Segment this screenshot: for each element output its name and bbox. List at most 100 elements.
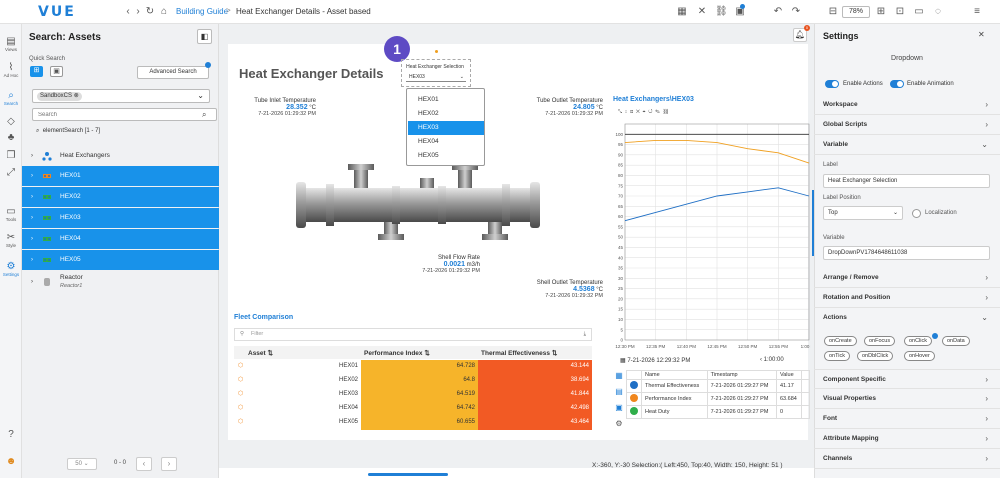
tree-item-hex01[interactable]: › HEX01 (22, 166, 219, 186)
table-row[interactable]: Heat Duty 7-21-2026 01:29:27 PM 0 (626, 405, 810, 419)
download-icon[interactable]: ⤓ (583, 331, 586, 337)
section-component-specific[interactable]: Component Specific › (814, 369, 1000, 389)
heat-exchanger-dropdown[interactable]: HEX03 ⌄ (406, 72, 466, 82)
link-icon[interactable]: ⛓ (715, 6, 728, 17)
table-row[interactable]: Performance Index 7-21-2026 01:29:27 PM … (626, 392, 810, 406)
tree-item-hex02[interactable]: › HEX02 (22, 187, 219, 207)
action-onclick[interactable]: onClick (904, 336, 933, 346)
enable-animation-toggle[interactable] (890, 80, 904, 88)
home-icon[interactable]: ⌂ (160, 6, 168, 17)
reset-icon[interactable]: ↺ (648, 109, 653, 115)
close-icon[interactable]: ✕ (978, 30, 985, 39)
user-avatar[interactable]: ☻ (0, 456, 22, 467)
selection-frame[interactable] (401, 59, 471, 87)
thermal-header[interactable]: Thermal Effectiveness ⇅ (481, 350, 558, 357)
rail-adhoc[interactable]: ⌇ Ad Hoc (0, 62, 22, 79)
label-position-select[interactable]: Top ⌄ (823, 206, 903, 220)
section-arrange-remove[interactable]: Arrange / Remove › (814, 268, 1000, 288)
forward-icon[interactable]: › (136, 6, 140, 17)
undo-icon[interactable]: ↶ (773, 6, 783, 17)
action-oncreate[interactable]: onCreate (824, 336, 857, 346)
chevron-right-icon[interactable]: › (31, 173, 33, 179)
crosshair-icon[interactable]: ⌖ (642, 109, 646, 115)
dropdown-option-hex03[interactable]: HEX03 (408, 121, 484, 135)
settings-icon[interactable]: ⚙ (615, 419, 623, 428)
table-row[interactable]: ⬡ HEX01 64.728 43.144 (234, 360, 592, 374)
rail-copy[interactable]: ❐ (0, 150, 22, 161)
rail-tools[interactable]: ▭ Tools (0, 206, 22, 223)
zoom-level[interactable]: 78% (842, 6, 870, 18)
zoom-out-icon[interactable]: ⊟ (828, 6, 838, 17)
dropdown-option-hex01[interactable]: HEX01 (418, 96, 439, 103)
display-icon[interactable]: ▭ (914, 6, 924, 17)
chevron-right-icon[interactable]: › (31, 279, 33, 285)
chevron-left-icon[interactable]: ‹ (760, 357, 762, 363)
rotate-handle[interactable] (435, 50, 438, 53)
action-ontick[interactable]: onTick (824, 351, 850, 361)
tree-item-heat-exchangers[interactable]: › Heat Exchangers (22, 146, 219, 166)
rail-settings[interactable]: ⚙ Settings (0, 261, 22, 278)
section-attribute-mapping[interactable]: Attribute Mapping › (814, 429, 1000, 449)
table-row[interactable]: Thermal Effectiveness 7-21-2026 01:29:27… (626, 379, 810, 393)
fleet-filter-input[interactable]: ⚲ Filter ⤓ (234, 328, 592, 341)
search-input[interactable] (32, 108, 217, 121)
refresh-icon[interactable]: ↻ (145, 6, 155, 17)
breadcrumb-home-link[interactable]: Building Guide (176, 7, 229, 16)
fit-screen-icon[interactable]: ⊡ (895, 6, 905, 17)
zoom-y-icon[interactable]: ↕ (624, 109, 628, 115)
trend-chart[interactable]: 0 5 10 15 20 25 30 35 40 45 50 55 60 65 70 75 80 85 90 95 10… (611, 118, 811, 354)
section-global-scripts[interactable]: Global Scripts › (814, 115, 1000, 135)
section-variable[interactable]: Variable ⌄ (814, 135, 1000, 155)
tree-item-hex03[interactable]: › HEX03 (22, 208, 219, 228)
section-rotation-position[interactable]: Rotation and Position › (814, 288, 1000, 308)
next-page-button[interactable]: › (161, 457, 177, 471)
chevron-down-icon[interactable]: ⌄ (197, 91, 204, 100)
table-row[interactable]: ⬡ HEX05 60.655 43.464 (234, 416, 592, 430)
tree-item-reactor[interactable]: › Reactor Reactor1 (22, 272, 219, 292)
action-onhover[interactable]: onHover (904, 351, 935, 361)
comment-icon[interactable]: ◌ (935, 6, 941, 17)
zoom-in-icon[interactable]: ⊞ (876, 6, 886, 17)
asset-header[interactable]: Asset ⇅ (248, 350, 273, 357)
rail-search[interactable]: ⌕ Search (0, 90, 22, 107)
search-icon[interactable]: ⌕ (202, 110, 207, 119)
dropdown-option-hex04[interactable]: HEX04 (418, 138, 439, 145)
zoom-box-icon[interactable]: ⊡ (630, 109, 634, 115)
label-input[interactable]: Heat Exchanger Selection (823, 174, 990, 188)
redo-icon[interactable]: ↷ (791, 6, 801, 17)
localization-checkbox[interactable] (912, 209, 921, 218)
rail-tag[interactable]: ◇ (0, 116, 22, 127)
section-workspace[interactable]: Workspace › (814, 95, 1000, 115)
enable-actions-toggle[interactable] (825, 80, 839, 88)
calendar-icon[interactable]: ▦ (620, 358, 626, 364)
section-channels[interactable]: Channels › (814, 449, 1000, 469)
tools-icon[interactable]: ✕ (697, 6, 707, 17)
rail-style[interactable]: ✂ Style (0, 232, 22, 249)
annotate-icon[interactable]: ✎ (655, 109, 660, 115)
chevron-right-icon[interactable]: › (31, 194, 33, 200)
action-onfocus[interactable]: onFocus (864, 336, 896, 346)
scope-chip[interactable]: SandboxCS ⊗ (37, 92, 82, 101)
tree-item-hex05[interactable]: › HEX05 (22, 250, 219, 270)
dropdown-option-hex05[interactable]: HEX05 (418, 152, 439, 159)
back-icon[interactable]: ‹ (126, 6, 130, 17)
dropdown-option-hex02[interactable]: HEX02 (418, 110, 439, 117)
scope-select[interactable]: SandboxCS ⊗ ⌄ (32, 89, 210, 103)
chevron-right-icon[interactable]: › (31, 236, 33, 242)
quick-search-image-button[interactable]: ▣ (50, 66, 63, 77)
advanced-search-button[interactable]: Advanced Search (137, 66, 209, 79)
help-button[interactable]: ? (0, 429, 22, 440)
calendar-icon[interactable]: ▦ (677, 6, 687, 17)
vertical-scrollbar[interactable] (812, 190, 815, 256)
pan-icon[interactable]: ✕ (636, 109, 640, 115)
detail-view-icon[interactable]: ▣ (615, 403, 623, 412)
action-ondata[interactable]: onData (942, 336, 970, 346)
table-view-icon[interactable]: ▦ (615, 371, 623, 380)
table-row[interactable]: ⬡ HEX03 64.519 41.844 (234, 388, 592, 402)
quick-search-tree-button[interactable]: ⊞ (30, 66, 43, 77)
section-visual-properties[interactable]: Visual Properties › (814, 389, 1000, 409)
chevron-down-icon[interactable]: ⌄ (459, 74, 464, 80)
perf-header[interactable]: Performance Index ⇅ (364, 350, 430, 357)
chevron-right-icon[interactable]: › (31, 153, 33, 159)
prev-page-button[interactable]: ‹ (136, 457, 152, 471)
